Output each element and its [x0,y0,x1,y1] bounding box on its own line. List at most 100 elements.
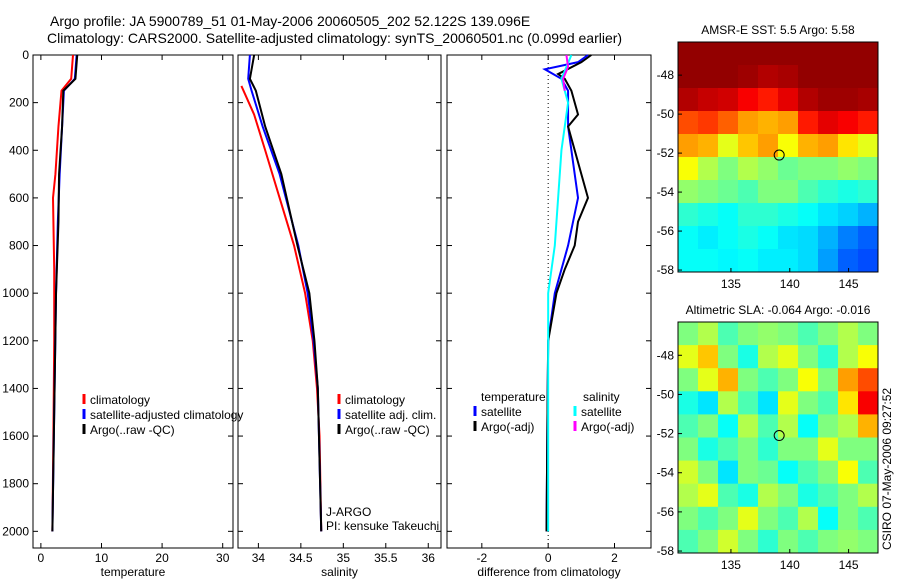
heatmap-cell [858,88,879,112]
heatmap-cell [838,226,859,250]
legend-label: Argo(..raw -QC) [345,423,430,437]
heatmap-cell [838,42,859,66]
heatmap-cell [838,483,859,508]
x-tick-label: 0 [38,551,45,565]
heatmap-cell [858,437,879,462]
heatmap-cell [678,65,699,89]
argo-location-marker [773,430,785,442]
heatmap-cell [858,345,879,369]
axes-box-1 [237,54,442,549]
heatmap-cell [738,134,759,158]
heatmap-cell [778,134,799,158]
heatmap-cell [738,157,759,181]
heatmap-cell [678,506,699,531]
x-tick-label: 145 [839,277,859,291]
heatmap-cell [758,180,779,204]
heatmap-cell [738,226,759,250]
heatmap-cell [838,249,859,273]
y-tick-label: 1200 [2,334,29,348]
heatmap-cell [738,322,759,346]
heatmap-cell [778,437,799,462]
heatmap-cell [738,345,759,369]
heatmap-cell [698,345,719,369]
x-tick-label: 10 [95,551,109,565]
heatmap-cell [678,391,699,415]
heatmap-cell [858,65,879,89]
heatmap-cell [818,391,839,415]
heatmap-cell [858,134,879,158]
heatmap-cell [858,414,879,438]
heatmap-cell [798,180,819,204]
heatmap-cell [758,460,779,485]
heatmap-cell [678,414,699,438]
heatmap-cell [798,134,819,158]
heatmap-cell [678,322,699,346]
y-tick-label: -52 [657,146,675,160]
heatmap-cell [818,157,839,181]
heatmap-cell [818,529,839,554]
heatmap-cell [858,111,879,135]
heatmap-cell [778,111,799,135]
heatmap-cell [698,460,719,485]
heatmap-cell [858,483,879,508]
heatmap-cell [698,203,719,227]
heatmap-cell [758,368,779,392]
heatmap-cell [798,226,819,250]
heatmap-cell [818,322,839,346]
y-tick-label: 1000 [2,286,29,300]
x-tick-label: 20 [155,551,169,565]
axes-box-0 [32,54,234,549]
heatmap-cell [678,483,699,508]
x-tick-label: 135 [721,277,741,291]
legend-label: satellite [481,405,522,419]
heatmap-cell [818,345,839,369]
x-tick-label: 2 [611,551,618,565]
heatmap-cell [678,437,699,462]
heatmap-cell [858,322,879,346]
heatmap-cell [798,88,819,112]
heatmap-cell [738,391,759,415]
heatmap-cell [798,345,819,369]
heatmap-cell [738,368,759,392]
heatmap-cell [718,460,739,485]
legend-label: satellite-adjusted climatology [90,408,243,422]
heatmap-cell [778,460,799,485]
heatmap-cell [678,157,699,181]
heatmap-cell [838,460,859,485]
heatmap-cell [778,65,799,89]
heatmap-cell [718,88,739,112]
heatmap-cell [778,529,799,554]
heatmap-cell [738,437,759,462]
heatmap-cell [778,345,799,369]
heatmap-cell [738,529,759,554]
heatmap-cell [718,134,739,158]
heatmap-cell [818,111,839,135]
series-temperature-argo-adj- [545,54,592,532]
heatmap-cell [838,134,859,158]
heatmap-cell [858,529,879,554]
heatmap-cell [678,134,699,158]
heatmap-cell [738,203,759,227]
heatmap-cell [698,322,719,346]
y-tick-label: -54 [657,185,675,199]
heatmap-cell [838,322,859,346]
heatmap-cell [778,203,799,227]
heatmap-cell [678,42,699,66]
y-tick-label: 1400 [2,381,29,395]
heatmap-cell [718,111,739,135]
legend-label: climatology [345,393,405,407]
heatmap-cell [738,88,759,112]
heatmap-cell [698,157,719,181]
heatmap-cell [698,180,719,204]
figure-title-line2: Climatology: CARS2000. Satellite-adjuste… [47,30,623,46]
heatmap-cell [778,226,799,250]
heatmap-cell [778,414,799,438]
heatmap-cell [798,111,819,135]
x-tick-label: 35.5 [374,551,398,565]
heatmap-cell [718,483,739,508]
x-tick-label: 36 [422,551,436,565]
heatmap-cell [738,111,759,135]
heatmap-cell [838,88,859,112]
heatmap-cell [778,391,799,415]
series-argo-raw-qc- [51,54,79,532]
